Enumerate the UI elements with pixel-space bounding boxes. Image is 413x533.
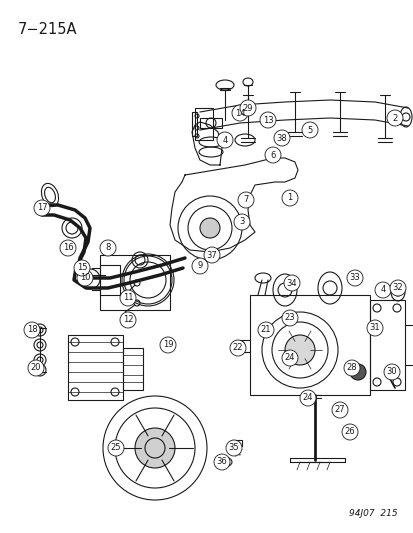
Text: 8: 8 <box>105 244 110 253</box>
Circle shape <box>237 192 254 208</box>
Text: 24: 24 <box>302 393 313 402</box>
Bar <box>231 440 242 446</box>
Text: 26: 26 <box>344 427 354 437</box>
Circle shape <box>383 364 399 380</box>
Text: 19: 19 <box>162 341 173 350</box>
Text: 35: 35 <box>228 443 239 453</box>
Text: 27: 27 <box>334 406 344 415</box>
Text: 10: 10 <box>80 273 90 282</box>
Text: 21: 21 <box>260 326 271 335</box>
Text: 30: 30 <box>386 367 396 376</box>
Circle shape <box>74 260 90 276</box>
Bar <box>199 118 221 128</box>
Text: 23: 23 <box>284 313 294 322</box>
Circle shape <box>366 320 382 336</box>
Circle shape <box>281 350 297 366</box>
Text: 36: 36 <box>216 457 227 466</box>
Bar <box>123 348 142 390</box>
Text: 7−215A: 7−215A <box>18 22 77 37</box>
Circle shape <box>349 364 365 380</box>
Text: 37: 37 <box>206 251 217 260</box>
Text: 94J07  215: 94J07 215 <box>349 509 397 518</box>
Text: 24: 24 <box>284 353 294 362</box>
Bar <box>100 255 170 310</box>
Circle shape <box>301 122 317 138</box>
Circle shape <box>331 402 347 418</box>
Text: 22: 22 <box>232 343 243 352</box>
Text: 38: 38 <box>276 133 287 142</box>
Circle shape <box>192 258 207 274</box>
Text: 3: 3 <box>239 217 244 227</box>
Circle shape <box>204 247 219 263</box>
Circle shape <box>231 105 247 121</box>
Circle shape <box>120 290 136 306</box>
Circle shape <box>225 440 242 456</box>
Circle shape <box>214 454 230 470</box>
Circle shape <box>216 132 233 148</box>
Circle shape <box>284 335 314 365</box>
Circle shape <box>120 312 136 328</box>
Text: 12: 12 <box>122 316 133 325</box>
Circle shape <box>24 322 40 338</box>
Text: 34: 34 <box>286 279 297 287</box>
Circle shape <box>374 282 390 298</box>
Text: 14: 14 <box>234 109 244 117</box>
Circle shape <box>240 100 255 116</box>
Text: 2: 2 <box>392 114 396 123</box>
Text: 9: 9 <box>197 262 202 271</box>
Text: 11: 11 <box>122 294 133 303</box>
Text: 18: 18 <box>26 326 37 335</box>
Text: 7: 7 <box>243 196 248 205</box>
Circle shape <box>273 130 289 146</box>
Circle shape <box>386 110 402 126</box>
Bar <box>100 265 120 295</box>
Text: 15: 15 <box>76 263 87 272</box>
Text: 33: 33 <box>349 273 359 282</box>
Text: 6: 6 <box>270 150 275 159</box>
Text: 1: 1 <box>287 193 292 203</box>
Circle shape <box>299 390 315 406</box>
Text: 13: 13 <box>262 116 273 125</box>
Circle shape <box>343 360 359 376</box>
Circle shape <box>281 310 297 326</box>
Bar <box>369 300 404 390</box>
Circle shape <box>159 337 176 353</box>
Text: 25: 25 <box>111 443 121 453</box>
Text: 5: 5 <box>306 125 312 134</box>
Bar <box>195 108 212 140</box>
Circle shape <box>257 322 273 338</box>
Text: 16: 16 <box>62 244 73 253</box>
Circle shape <box>28 360 44 376</box>
Circle shape <box>264 147 280 163</box>
Circle shape <box>233 214 249 230</box>
Circle shape <box>135 428 175 468</box>
Circle shape <box>259 112 275 128</box>
Circle shape <box>283 275 299 291</box>
Text: 4: 4 <box>380 286 385 295</box>
Circle shape <box>389 280 405 296</box>
Circle shape <box>60 240 76 256</box>
Bar <box>192 112 197 136</box>
Circle shape <box>34 200 50 216</box>
Bar <box>68 335 123 400</box>
Text: 28: 28 <box>346 364 356 373</box>
Circle shape <box>108 440 124 456</box>
Circle shape <box>230 340 245 356</box>
Text: 4: 4 <box>222 135 227 144</box>
Circle shape <box>199 218 219 238</box>
Circle shape <box>346 270 362 286</box>
Circle shape <box>100 240 116 256</box>
Circle shape <box>341 424 357 440</box>
Circle shape <box>77 270 93 286</box>
Bar <box>249 295 369 395</box>
Circle shape <box>281 190 297 206</box>
Text: 17: 17 <box>37 204 47 213</box>
Text: 32: 32 <box>392 284 402 293</box>
Text: 29: 29 <box>242 103 253 112</box>
Text: 20: 20 <box>31 364 41 373</box>
Text: 31: 31 <box>369 324 380 333</box>
